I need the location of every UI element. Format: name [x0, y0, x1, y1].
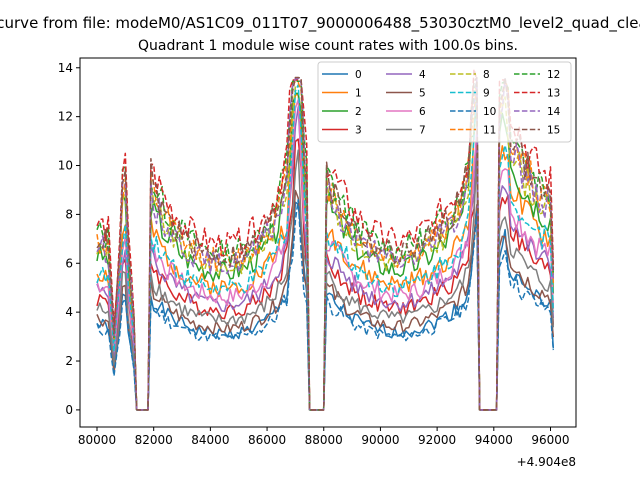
x-tick-label: 94000 [475, 433, 513, 447]
legend-label-6: 6 [419, 106, 426, 118]
x-tick-label: 88000 [305, 433, 343, 447]
legend-label-10: 10 [483, 106, 496, 118]
x-tick-label: 82000 [135, 433, 173, 447]
legend-label-5: 5 [419, 88, 426, 100]
y-tick-label: 4 [65, 305, 73, 319]
axes-frame [79, 57, 577, 428]
y-tick-label: 10 [58, 159, 73, 173]
legend-label-12: 12 [547, 69, 560, 81]
legend-label-8: 8 [483, 69, 490, 81]
legend-label-15: 15 [547, 125, 560, 137]
figure-suptitle: Light curve from file: modeM0/AS1C09_011… [0, 14, 640, 33]
x-tick-label: 92000 [418, 433, 456, 447]
y-tick-label: 2 [65, 354, 73, 368]
legend-label-0: 0 [355, 69, 362, 81]
legend-label-4: 4 [419, 69, 426, 81]
legend-label-9: 9 [483, 88, 490, 100]
y-tick-label: 8 [65, 207, 73, 221]
legend-label-11: 11 [483, 125, 496, 137]
x-tick-label: 90000 [361, 433, 399, 447]
x-tick-label: 86000 [248, 433, 286, 447]
y-tick-label: 12 [58, 110, 73, 124]
x-tick-label: 80000 [78, 433, 116, 447]
y-tick-label: 0 [65, 403, 73, 417]
ticks-layer: 80000 82000 84000 86000 88000 90000 92000 94000… [58, 61, 570, 447]
chart-title: Quadrant 1 module wise count rates with … [138, 38, 518, 54]
legend-label-13: 13 [547, 88, 560, 100]
legend-label-3: 3 [355, 125, 362, 137]
x-offset-label: +4.904e8 [517, 455, 576, 469]
x-tick-label: 84000 [191, 433, 229, 447]
y-tick-label: 6 [65, 256, 73, 270]
legend-label-7: 7 [419, 125, 426, 137]
legend-label-14: 14 [547, 106, 561, 118]
legend-label-2: 2 [355, 106, 362, 118]
x-tick-label: 96000 [531, 433, 569, 447]
y-tick-label: 14 [58, 61, 73, 75]
legend-box [317, 61, 572, 143]
legend-label-1: 1 [355, 88, 362, 100]
